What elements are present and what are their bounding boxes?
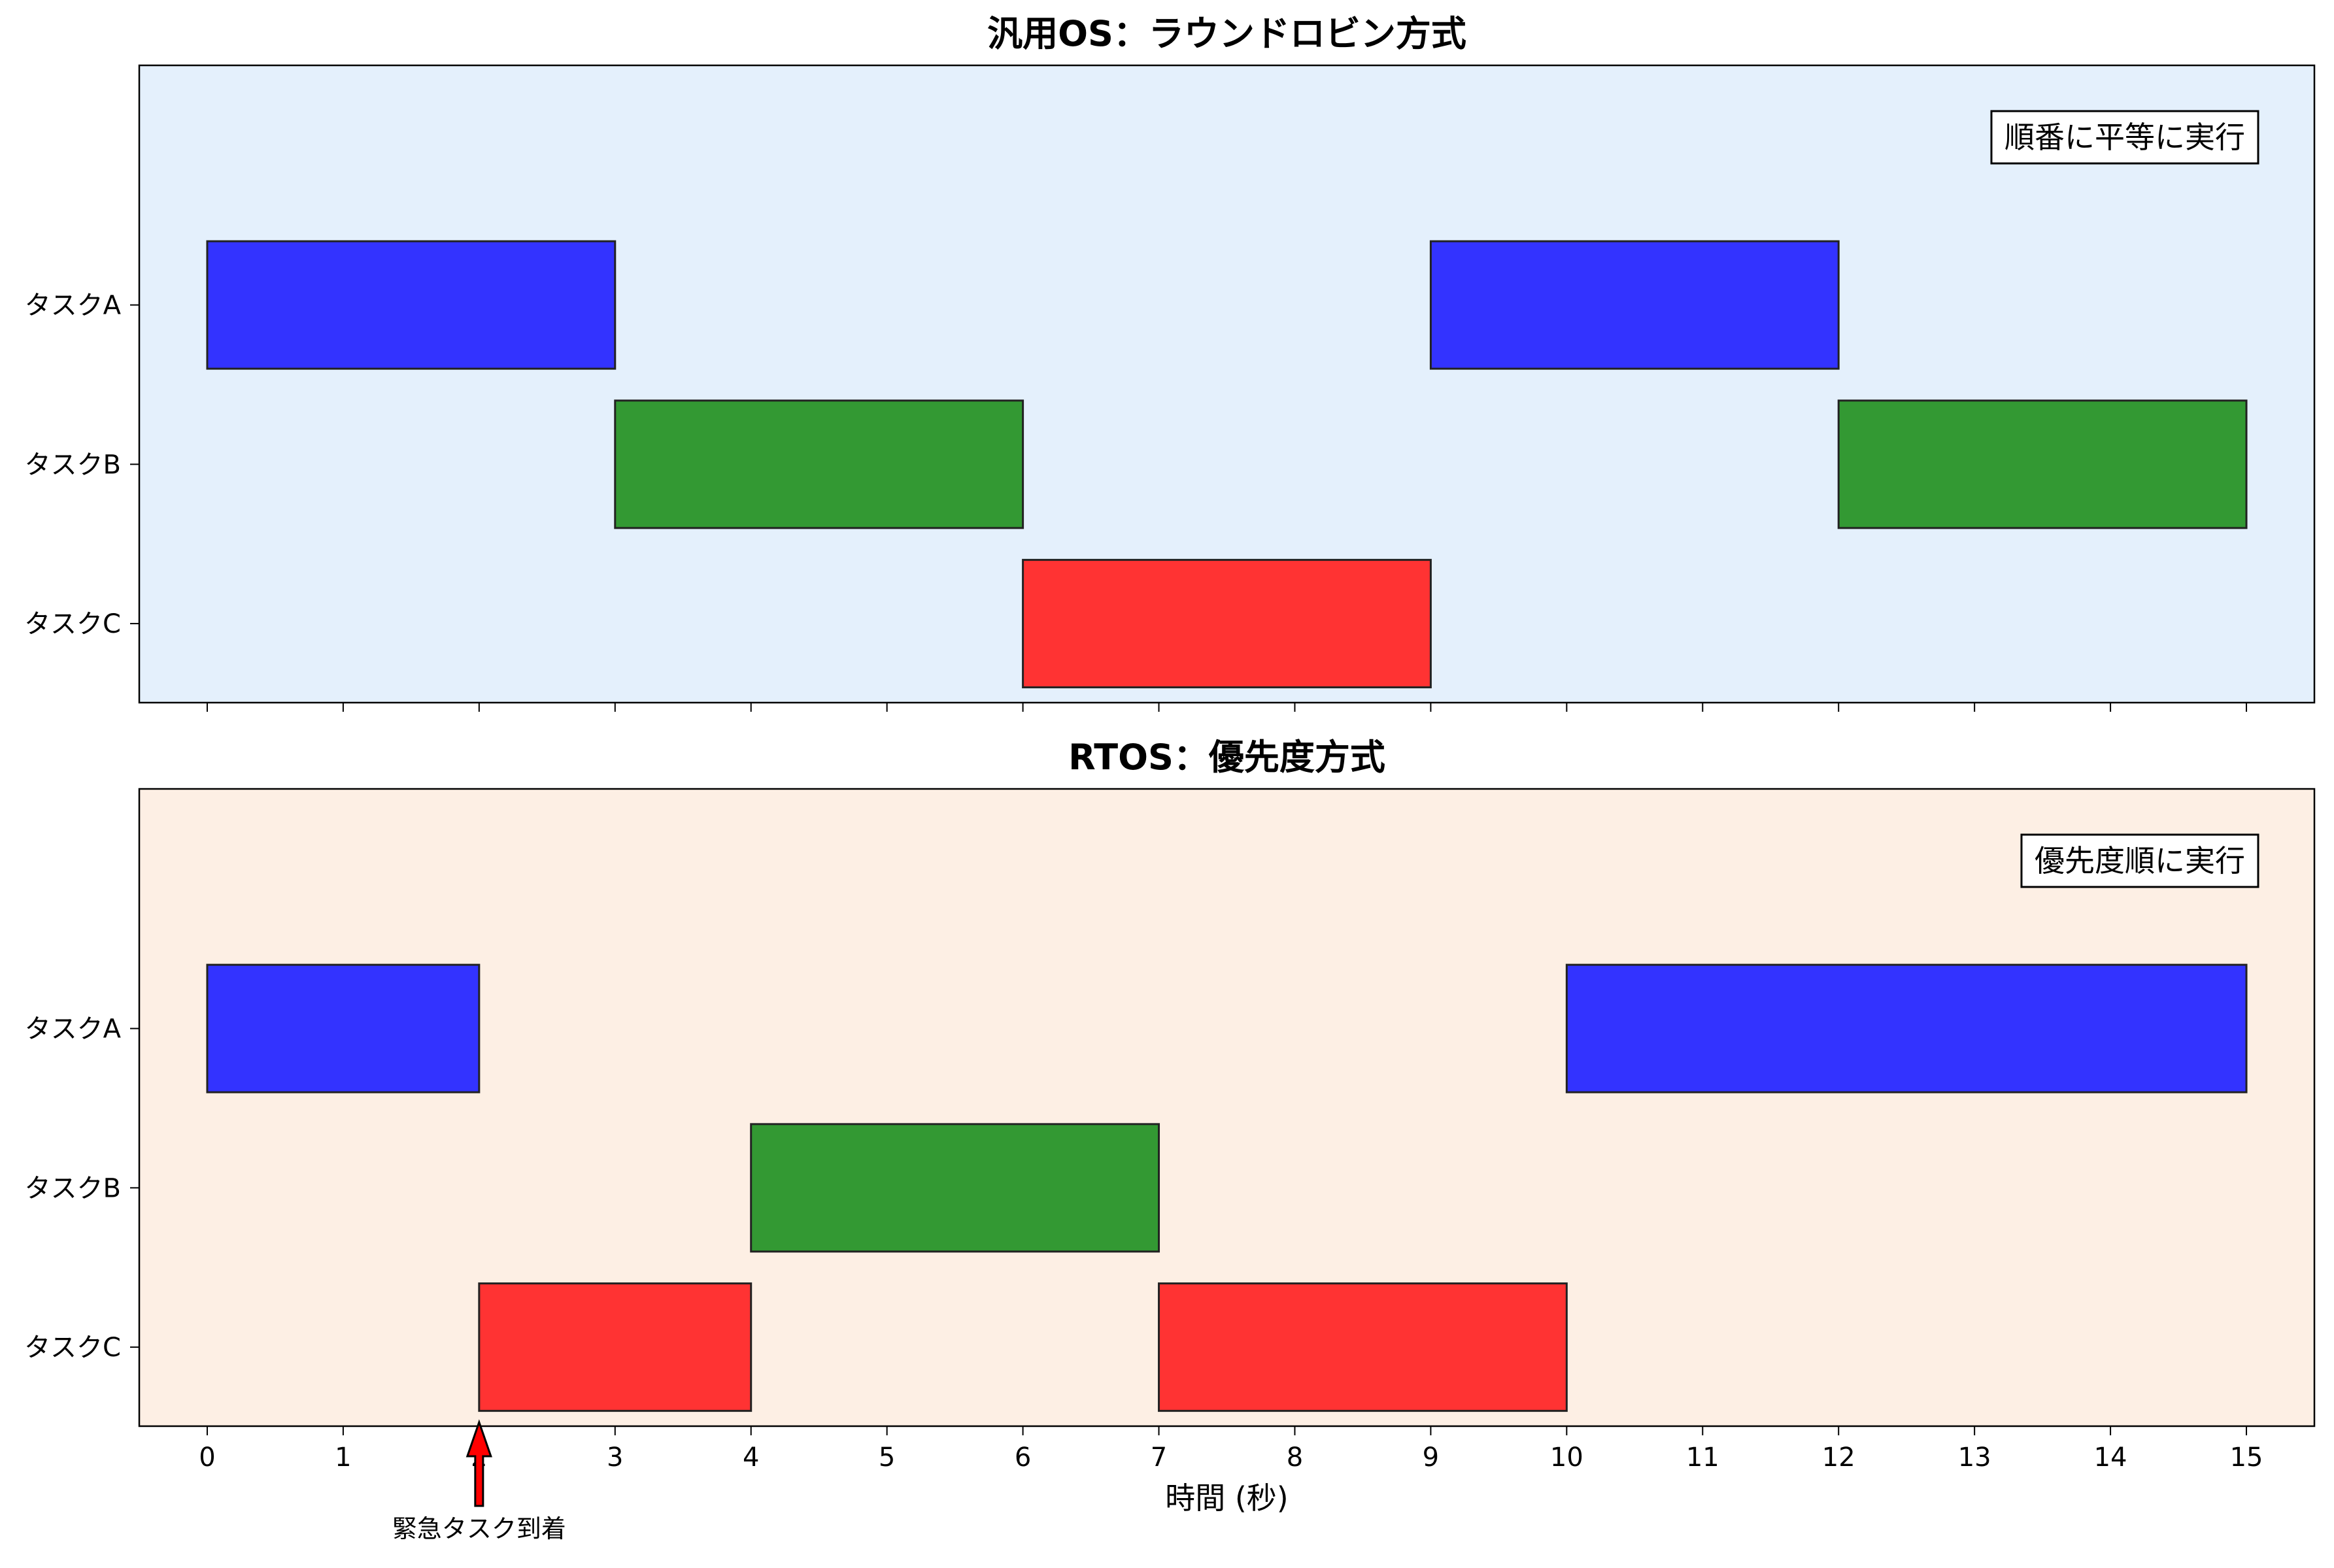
x-tick-label: 10 [1550,1443,1583,1473]
gantt-bar [1158,1282,1568,1412]
gantt-bar [1429,240,1840,370]
chart-panel-2: タスクAタスクBタスクC0123456789101112131415RTOS：優… [24,737,2316,1543]
axes-frame [138,64,2316,704]
x-tick-label: 4 [743,1443,759,1473]
annotation-text: 順番に平等に実行 [2004,120,2245,155]
arrow-annotation-label: 緊急タスク到着 [392,1514,566,1543]
x-axis-label: 時間 (秒) [1165,1480,1289,1516]
gantt-bar [614,399,1024,529]
gantt-bar [478,1282,753,1412]
x-tick-label: 12 [1822,1443,1855,1473]
x-tick-label: 0 [199,1443,215,1473]
gantt-bar [1565,963,2248,1093]
gantt-bar [750,1123,1160,1253]
x-tick-label: 14 [2094,1443,2127,1473]
y-tick-label: タスクC [24,1333,121,1363]
x-tick-label: 6 [1015,1443,1031,1473]
annotation-text: 優先度順に実行 [2035,843,2245,878]
y-tick-label: タスクB [25,450,121,480]
y-tick-label: タスクA [25,1014,122,1044]
x-tick-label: 13 [1958,1443,1991,1473]
panel-title: RTOS：優先度方式 [1068,737,1385,778]
axes-frame [138,788,2316,1427]
x-tick-label: 8 [1287,1443,1303,1473]
x-tick-label: 1 [335,1443,351,1473]
x-tick-label: 5 [879,1443,895,1473]
annotation-box [1990,110,2259,165]
gantt-bar [206,963,481,1093]
x-tick-label: 7 [1151,1443,1167,1473]
gantt-bar [1837,399,2248,529]
x-tick-label: 3 [607,1443,623,1473]
x-tick-label: 15 [2230,1443,2263,1473]
y-tick-label: タスクA [25,291,122,321]
arrow-icon [465,1419,492,1507]
panel-title: 汎用OS：ラウンドロビン方式 [987,13,1466,54]
y-tick-label: タスクB [25,1173,121,1203]
gantt-bar [1022,559,1432,689]
annotation-box [2020,833,2259,888]
x-tick-label: 11 [1686,1443,1719,1473]
gantt-bar [206,240,617,370]
x-tick-label: 9 [1423,1443,1439,1473]
y-tick-label: タスクC [24,609,121,639]
